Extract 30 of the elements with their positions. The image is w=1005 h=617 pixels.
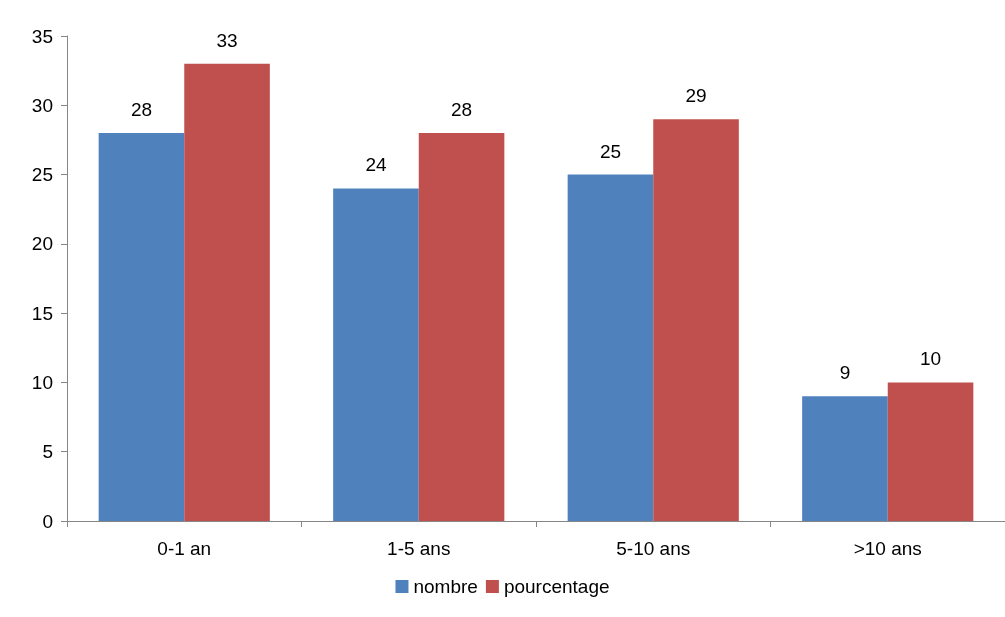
bar bbox=[653, 119, 739, 521]
y-tick-label: 0 bbox=[42, 510, 53, 532]
legend-label: pourcentage bbox=[503, 576, 610, 597]
x-tick-label: >10 ans bbox=[853, 538, 922, 559]
bar bbox=[184, 63, 270, 521]
bar bbox=[567, 174, 654, 521]
bar bbox=[333, 188, 419, 521]
data-label: 24 bbox=[365, 154, 387, 176]
bar bbox=[802, 396, 888, 521]
data-label: 25 bbox=[599, 140, 622, 162]
y-tick-label: 35 bbox=[31, 25, 53, 47]
y-tick-label: 5 bbox=[42, 441, 53, 463]
data-label: 10 bbox=[919, 348, 942, 370]
y-tick-label: 30 bbox=[31, 94, 53, 116]
bar bbox=[887, 382, 974, 521]
data-label: 29 bbox=[685, 85, 707, 107]
y-tick-label: 20 bbox=[31, 233, 53, 255]
x-tick-label: 1-5 ans bbox=[387, 538, 451, 559]
x-tick-label: 5-10 ans bbox=[616, 538, 691, 559]
legend-label: nombre bbox=[413, 576, 478, 597]
data-label: 28 bbox=[130, 99, 153, 120]
data-label: 9 bbox=[839, 362, 851, 384]
bar bbox=[98, 133, 185, 521]
bar bbox=[418, 133, 505, 521]
y-tick-label: 25 bbox=[31, 164, 53, 186]
y-tick-label: 10 bbox=[31, 371, 53, 393]
data-label: 28 bbox=[450, 99, 473, 120]
data-label: 33 bbox=[216, 29, 238, 51]
y-tick-label: 15 bbox=[31, 302, 53, 324]
x-tick-label: 0-1 an bbox=[157, 538, 212, 559]
